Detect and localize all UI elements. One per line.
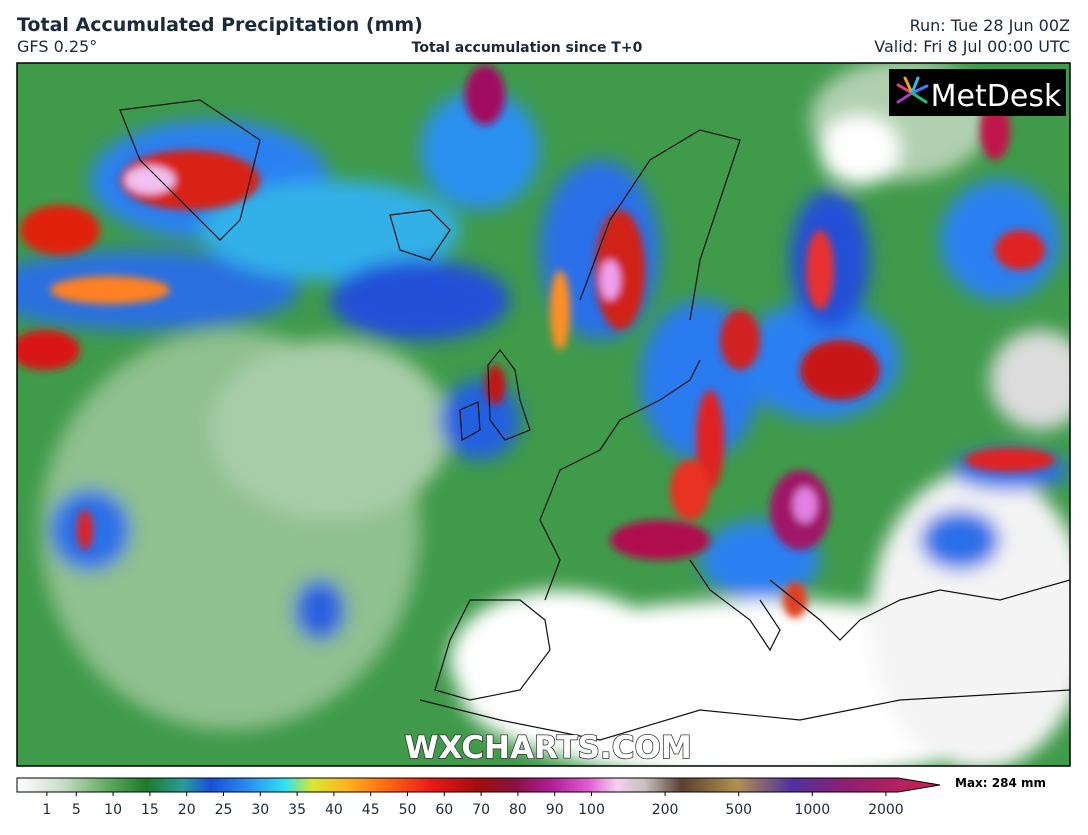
colorbar-tick-label: 90: [546, 802, 564, 818]
colorbar-tick-label: 20: [178, 802, 196, 818]
valid-time: Valid: Fri 8 Jul 00:00 UTC: [874, 37, 1070, 56]
colorbar-tick-label: 80: [509, 802, 527, 818]
watermark: WXCHARTS.COM: [404, 730, 691, 766]
colorbar-tick-label: 1000: [794, 802, 830, 818]
map-area: MetDesk WXCHARTS.COM: [17, 63, 1070, 766]
colorbar-tick-label: 70: [472, 802, 490, 818]
colorbar-tick-label: 40: [325, 802, 343, 818]
map-title: Total Accumulated Precipitation (mm): [17, 14, 423, 36]
max-label: Max: 284 mm: [955, 776, 1046, 790]
colorbar-tick-label: 50: [399, 802, 417, 818]
colorbar-tick-label: 100: [578, 802, 605, 818]
run-time: Run: Tue 28 Jun 00Z: [910, 16, 1070, 35]
colorbar-strip: [16, 777, 941, 793]
colorbar-tick-label: 30: [251, 802, 269, 818]
colorbar-tick-label: 500: [725, 802, 752, 818]
colorbar-tick-label: 10: [104, 802, 122, 818]
colorbar-tick-label: 1: [42, 802, 51, 818]
subtitle: Total accumulation since T+0: [412, 40, 643, 56]
colorbar-tick-label: 60: [435, 802, 453, 818]
colorbar-tick-label: 200: [652, 802, 679, 818]
colorbar-tick-label: 25: [215, 802, 233, 818]
colorbar-tick-label: 45: [362, 802, 380, 818]
logo-text: MetDesk: [931, 79, 1062, 114]
colorbar-tick-label: 5: [72, 802, 81, 818]
colorbar-tick-label: 35: [288, 802, 306, 818]
model-name: GFS 0.25°: [17, 37, 97, 56]
colorbar-tick-label: 15: [141, 802, 159, 818]
colorbar-tick-label: 2000: [868, 802, 904, 818]
colorbar: 1 5 10 15 20 25 30 35 40 45 50 60 70 80 90 100 200 500 100…: [16, 777, 941, 818]
map-border: [16, 62, 1071, 767]
logo-icon: [896, 76, 929, 104]
